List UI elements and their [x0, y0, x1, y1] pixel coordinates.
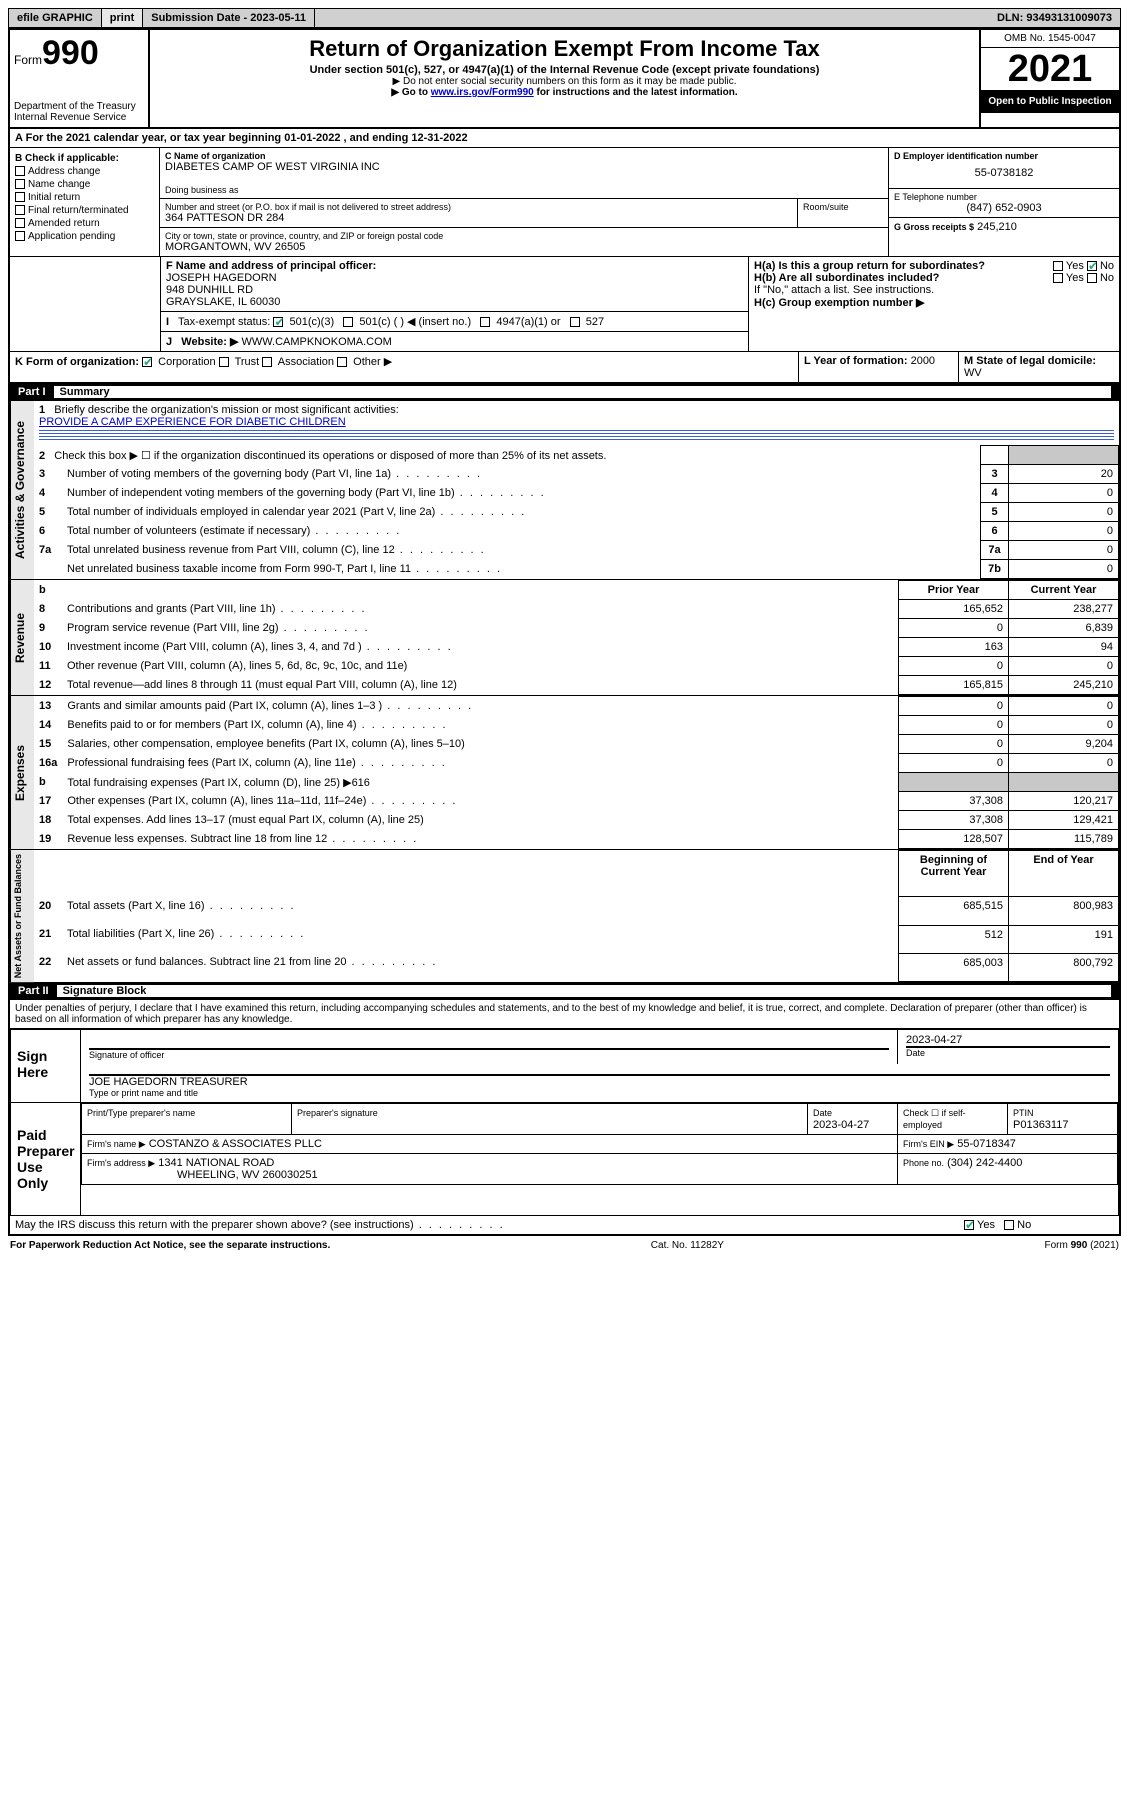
dln: DLN: 93493131009073	[989, 9, 1120, 27]
expenses-table: 13Grants and similar amounts paid (Part …	[34, 696, 1119, 849]
corp-checkbox[interactable]	[142, 357, 152, 367]
summary-expenses: Expenses 13Grants and similar amounts pa…	[10, 695, 1119, 849]
irs-label: Internal Revenue Service	[14, 112, 144, 123]
line-j: J Website: ▶ WWW.CAMPKNOKOMA.COM	[161, 331, 748, 351]
501c-checkbox[interactable]	[343, 317, 353, 327]
summary-netassets: Net Assets or Fund Balances Beginning of…	[10, 849, 1119, 982]
page-footer: For Paperwork Reduction Act Notice, see …	[8, 1236, 1121, 1255]
officer-street: 948 DUNHILL RD	[166, 284, 253, 296]
phone: (847) 652-0903	[894, 202, 1114, 214]
section-b: B Check if applicable: Address change Na…	[10, 148, 160, 256]
addr-change-checkbox[interactable]	[15, 166, 25, 176]
summary-governance: Activities & Governance 1 Briefly descri…	[10, 401, 1119, 579]
submission-date: Submission Date - 2023-05-11	[143, 9, 315, 27]
form-header: Form990 Department of the Treasury Inter…	[10, 30, 1119, 129]
form-container: Form990 Department of the Treasury Inter…	[8, 28, 1121, 1236]
rev-label: Revenue	[10, 580, 34, 695]
assoc-checkbox[interactable]	[262, 357, 272, 367]
topbar: efile GRAPHIC print Submission Date - 20…	[8, 8, 1121, 28]
form-title: Return of Organization Exempt From Incom…	[158, 36, 971, 62]
irs-link[interactable]: www.irs.gov/Form990	[431, 87, 534, 98]
city: MORGANTOWN, WV 26505	[165, 241, 883, 253]
firm-addr2: WHEELING, WV 260030251	[177, 1169, 318, 1181]
pra-notice: For Paperwork Reduction Act Notice, see …	[10, 1240, 330, 1251]
mission-text[interactable]: PROVIDE A CAMP EXPERIENCE FOR DIABETIC C…	[39, 416, 346, 428]
summary-revenue: Revenue bPrior YearCurrent Year 8Contrib…	[10, 579, 1119, 695]
section-deg: D Employer identification number 55-0738…	[889, 148, 1119, 256]
ssn-note: ▶ Do not enter social security numbers o…	[158, 76, 971, 87]
efile-label: efile GRAPHIC	[9, 9, 102, 27]
street: 364 PATTESON DR 284	[165, 212, 792, 224]
revenue-table: bPrior YearCurrent Year 8Contributions a…	[34, 580, 1119, 695]
final-return-checkbox[interactable]	[15, 205, 25, 215]
net-label: Net Assets or Fund Balances	[10, 850, 34, 982]
year-formation: 2000	[911, 355, 935, 367]
website-note: ▶ Go to www.irs.gov/Form990 for instruct…	[158, 87, 971, 98]
527-checkbox[interactable]	[570, 317, 580, 327]
501c3-checkbox[interactable]	[273, 317, 283, 327]
dept-treasury: Department of the Treasury	[14, 101, 144, 112]
tax-year: 2021	[981, 48, 1119, 90]
officer-name: JOSEPH HAGEDORN	[166, 272, 277, 284]
org-name: DIABETES CAMP OF WEST VIRGINIA INC	[165, 161, 883, 173]
ha-yes-checkbox[interactable]	[1053, 261, 1063, 271]
ha-no-checkbox[interactable]	[1087, 261, 1097, 271]
4947-checkbox[interactable]	[480, 317, 490, 327]
firm-ein: 55-0718347	[957, 1138, 1016, 1150]
part1-header: Part I Summary	[10, 383, 1119, 401]
firm-addr1: 1341 NATIONAL ROAD	[158, 1157, 274, 1169]
form-number: Form990	[14, 34, 144, 73]
discuss-no-checkbox[interactable]	[1004, 1220, 1014, 1230]
name-change-checkbox[interactable]	[15, 179, 25, 189]
sig-date: 2023-04-27	[906, 1034, 1110, 1046]
gross-receipts: 245,210	[977, 221, 1017, 233]
netassets-table: Beginning of Current YearEnd of Year 20T…	[34, 850, 1119, 982]
print-button[interactable]: print	[102, 9, 143, 27]
gov-table: 2 Check this box ▶ ☐ if the organization…	[34, 445, 1119, 579]
officer-city: GRAYSLAKE, IL 60030	[166, 296, 280, 308]
fh-block: F Name and address of principal officer:…	[10, 256, 1119, 352]
discuss-row: May the IRS discuss this return with the…	[10, 1216, 1119, 1234]
hb-no-checkbox[interactable]	[1087, 273, 1097, 283]
trust-checkbox[interactable]	[219, 357, 229, 367]
omb-number: OMB No. 1545-0047	[981, 30, 1119, 48]
cat-no: Cat. No. 11282Y	[651, 1240, 724, 1251]
entity-block: B Check if applicable: Address change Na…	[10, 148, 1119, 256]
ptin: P01363117	[1013, 1119, 1068, 1131]
perjury-statement: Under penalties of perjury, I declare th…	[10, 1000, 1119, 1028]
form-ref: Form 990 (2021)	[1045, 1240, 1119, 1251]
domicile: WV	[964, 367, 982, 379]
form-subtitle: Under section 501(c), 527, or 4947(a)(1)…	[158, 64, 971, 76]
other-checkbox[interactable]	[337, 357, 347, 367]
officer-sig-name: JOE HAGEDORN TREASURER	[89, 1076, 1110, 1088]
sign-here: Sign Here Signature of officer 2023-04-2…	[10, 1028, 1119, 1103]
ein: 55-0738182	[894, 161, 1114, 185]
line-a: A For the 2021 calendar year, or tax yea…	[10, 129, 1119, 148]
hb-yes-checkbox[interactable]	[1053, 273, 1063, 283]
website: WWW.CAMPKNOKOMA.COM	[242, 336, 392, 348]
paid-preparer: Paid Preparer Use Only Print/Type prepar…	[10, 1103, 1119, 1216]
initial-return-checkbox[interactable]	[15, 192, 25, 202]
exp-label: Expenses	[10, 696, 34, 849]
section-h: H(a) Is this a group return for subordin…	[749, 257, 1119, 351]
app-pending-checkbox[interactable]	[15, 231, 25, 241]
firm-phone: (304) 242-4400	[947, 1157, 1022, 1169]
line-i: I Tax-exempt status: 501(c)(3) 501(c) ( …	[161, 311, 748, 331]
part2-header: Part II Signature Block	[10, 982, 1119, 1000]
discuss-yes-checkbox[interactable]	[964, 1220, 974, 1230]
firm-name: COSTANZO & ASSOCIATES PLLC	[149, 1138, 322, 1150]
amended-checkbox[interactable]	[15, 218, 25, 228]
open-inspection: Open to Public Inspection	[981, 90, 1119, 113]
gov-label: Activities & Governance	[10, 401, 34, 579]
klm-block: K Form of organization: Corporation Trus…	[10, 352, 1119, 383]
section-c: C Name of organization DIABETES CAMP OF …	[160, 148, 889, 256]
